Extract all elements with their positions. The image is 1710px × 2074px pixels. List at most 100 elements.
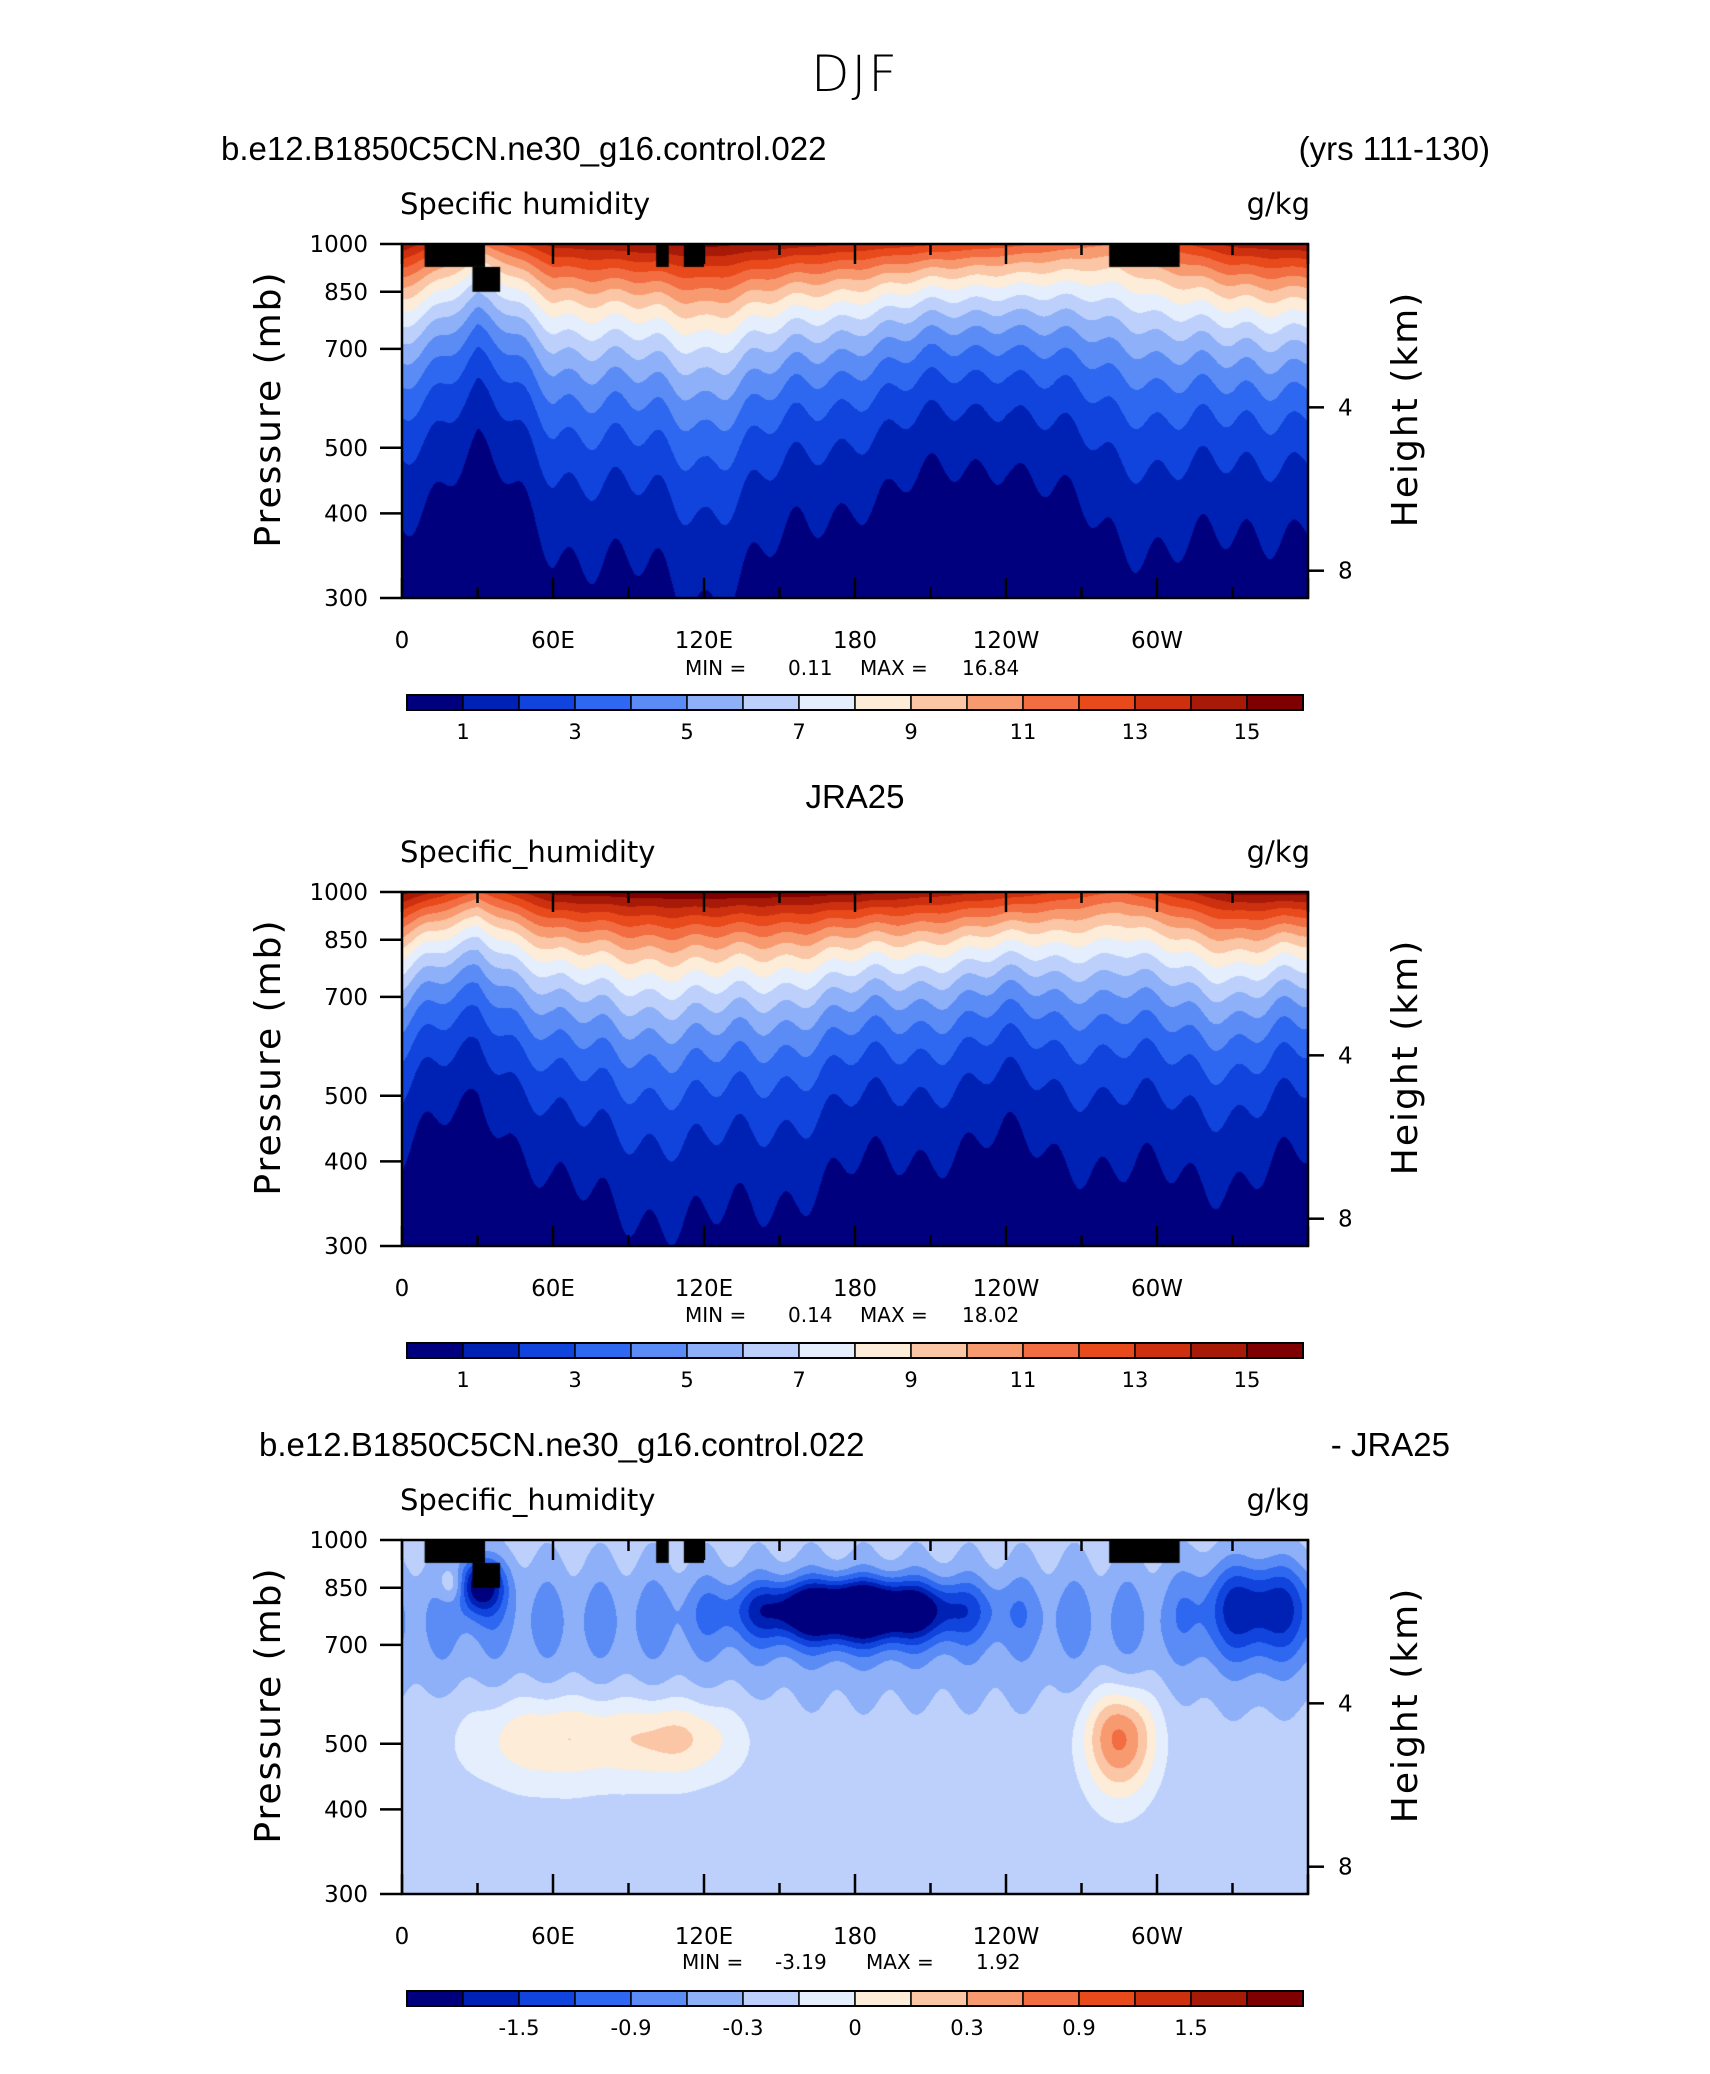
- pressure-tick-label: 700: [324, 337, 368, 363]
- panel-1-max-label: MAX =: [860, 656, 928, 680]
- panel-3-left-title: b.e12.B1850C5CN.ne30_g16.control.022: [259, 1426, 865, 1463]
- colorbar-label: 9: [904, 720, 917, 744]
- height-tick-label: 4: [1338, 1043, 1353, 1069]
- panel-3-max-value: 1.92: [976, 1950, 1021, 1974]
- pressure-tick-label: 1000: [309, 1528, 368, 1554]
- colorbar-swatch: [686, 1990, 744, 2007]
- figure-title: DJF: [810, 45, 899, 103]
- colorbar-label: 0.3: [950, 2016, 983, 2040]
- pressure-tick-label: 500: [324, 1732, 368, 1758]
- pressure-tick-label: 850: [324, 280, 368, 306]
- panel-3-right-title: - JRA25: [1330, 1426, 1450, 1463]
- pressure-tick-label: 400: [324, 1149, 368, 1175]
- y-axis-title-height: Height (km): [1385, 939, 1426, 1175]
- panel-3-max-label: MAX =: [866, 1950, 934, 1974]
- pressure-tick-label: 300: [324, 1234, 368, 1260]
- lon-tick-label: 0: [395, 1924, 410, 1950]
- panel-2-title: JRA25: [805, 778, 905, 815]
- colorbar-swatch: [462, 1990, 520, 2007]
- panel-2-max-value: 18.02: [962, 1303, 1020, 1327]
- colorbar-swatch: [1134, 1990, 1192, 2007]
- panel-1-contour-field: [402, 244, 1308, 598]
- colorbar-label: 15: [1234, 720, 1261, 744]
- lon-tick-label: 120W: [973, 1276, 1040, 1302]
- colorbar-label: 9: [904, 1368, 917, 1392]
- colorbar-label: 1: [456, 1368, 469, 1392]
- panel-1-left-title: b.e12.B1850C5CN.ne30_g16.control.022: [221, 130, 827, 167]
- lon-tick-label: 120W: [973, 628, 1040, 654]
- lon-tick-label: 60W: [1131, 628, 1183, 654]
- lon-tick-label: 0: [395, 628, 410, 654]
- colorbar-label: 13: [1122, 1368, 1149, 1392]
- height-tick-label: 8: [1338, 1855, 1353, 1881]
- lon-tick-label: 60W: [1131, 1924, 1183, 1950]
- lon-tick-label: 0: [395, 1276, 410, 1302]
- height-tick-label: 4: [1338, 1691, 1353, 1717]
- panel-1-max-value: 16.84: [962, 656, 1020, 680]
- lon-tick-label: 180: [833, 628, 877, 654]
- lon-tick-label: 180: [833, 1276, 877, 1302]
- lon-tick-label: 120E: [675, 1276, 733, 1302]
- panel-3-contour-field: [402, 1540, 1308, 1894]
- colorbar-label: 11: [1010, 1368, 1037, 1392]
- colorbar-label: -0.9: [611, 2016, 652, 2040]
- panel-1-min-label: MIN =: [685, 656, 747, 680]
- colorbar-label: 5: [680, 720, 693, 744]
- y-axis-title-pressure: Pressure (mb): [248, 918, 289, 1195]
- y-axis-title-height: Height (km): [1385, 291, 1426, 527]
- colorbar-frame: [406, 1990, 1304, 2007]
- colorbar-swatch: [910, 1990, 968, 2007]
- colorbar-swatch: [1078, 1990, 1136, 2007]
- pressure-tick-label: 700: [324, 1633, 368, 1659]
- pressure-tick-label: 850: [324, 928, 368, 954]
- colorbar-swatch: [854, 1990, 912, 2007]
- colorbar-swatch: [574, 1990, 632, 2007]
- panel-1-units-label: g/kg: [1246, 187, 1310, 221]
- panel-3-plot-area: [402, 1540, 1308, 1894]
- y-axis-title-pressure: Pressure (mb): [248, 1566, 289, 1843]
- pressure-tick-label: 700: [324, 985, 368, 1011]
- colorbar-frame: [406, 1342, 1304, 1359]
- panel-1-plot-area: [402, 244, 1308, 598]
- panel-2-units-label: g/kg: [1246, 835, 1310, 869]
- colorbar-swatch: [630, 1990, 688, 2007]
- colorbar-label: 0: [848, 2016, 861, 2040]
- pressure-tick-label: 300: [324, 586, 368, 612]
- panel-1-variable-label: Specific humidity: [400, 187, 651, 221]
- colorbar-swatch: [966, 1990, 1024, 2007]
- colorbar-label: -1.5: [499, 2016, 540, 2040]
- height-tick-label: 4: [1338, 395, 1353, 421]
- colorbar-label: 13: [1122, 720, 1149, 744]
- colorbar-swatch: [742, 1990, 800, 2007]
- height-tick-label: 8: [1338, 559, 1353, 585]
- y-axis-title-height: Height (km): [1385, 1587, 1426, 1823]
- lon-tick-label: 60E: [531, 1924, 575, 1950]
- panel-2-contour-field: [402, 892, 1308, 1246]
- panel-2-plot-area: [402, 892, 1308, 1246]
- height-tick-label: 8: [1338, 1207, 1353, 1233]
- lon-tick-label: 180: [833, 1924, 877, 1950]
- pressure-tick-label: 400: [324, 501, 368, 527]
- colorbar-swatch: [518, 1990, 576, 2007]
- colorbar-label: 3: [568, 1368, 581, 1392]
- lon-tick-label: 60E: [531, 628, 575, 654]
- pressure-tick-label: 1000: [309, 232, 368, 258]
- colorbar-swatch: [1190, 1990, 1248, 2007]
- panel-2-min-label: MIN =: [685, 1303, 747, 1327]
- pressure-tick-label: 500: [324, 436, 368, 462]
- colorbar-label: 7: [792, 720, 805, 744]
- pressure-tick-label: 1000: [309, 880, 368, 906]
- colorbar-label: 1.5: [1174, 2016, 1207, 2040]
- lon-tick-label: 120E: [675, 628, 733, 654]
- colorbar-label: 11: [1010, 720, 1037, 744]
- y-axis-title-pressure: Pressure (mb): [248, 270, 289, 547]
- panel-3-units-label: g/kg: [1246, 1483, 1310, 1517]
- panel-3-variable-label: Specific_humidity: [400, 1483, 656, 1517]
- colorbar-label: 1: [456, 720, 469, 744]
- lon-tick-label: 60W: [1131, 1276, 1183, 1302]
- lon-tick-label: 120W: [973, 1924, 1040, 1950]
